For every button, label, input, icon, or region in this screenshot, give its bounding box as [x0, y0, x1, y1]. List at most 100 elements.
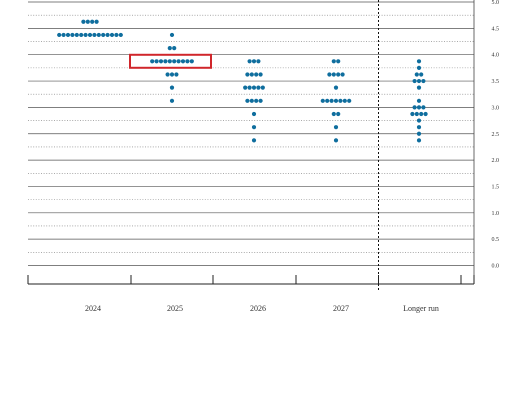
- dot: [61, 32, 66, 38]
- x-category-label: 2025: [167, 304, 183, 313]
- dot: [118, 32, 123, 38]
- x-category-label: 2027: [333, 304, 349, 313]
- dot: [333, 85, 339, 90]
- dot: [421, 105, 426, 110]
- dot: [165, 72, 170, 77]
- y-tick-label: 2.5: [492, 132, 500, 138]
- dot: [333, 138, 339, 143]
- dot: [260, 85, 265, 90]
- dot: [336, 72, 341, 77]
- dot: [169, 98, 175, 103]
- dot: [410, 111, 415, 117]
- dot: [247, 59, 252, 64]
- dot: [96, 32, 101, 38]
- y-tick-label: 4.0: [492, 53, 500, 59]
- dot: [154, 59, 159, 64]
- y-tick-label: 2.0: [492, 158, 500, 164]
- dot: [251, 111, 257, 117]
- dot: [83, 32, 88, 38]
- y-tick-label: 0.0: [492, 264, 500, 270]
- dot: [414, 72, 419, 77]
- dot: [172, 46, 177, 51]
- dot: [70, 32, 75, 38]
- dot: [342, 98, 347, 103]
- dot: [174, 72, 179, 77]
- dot: [105, 32, 110, 38]
- dot: [256, 85, 261, 90]
- dot: [249, 72, 254, 77]
- dot: [87, 32, 93, 38]
- x-category-label: 2026: [250, 304, 266, 313]
- x-category-label: Longer run: [403, 304, 439, 313]
- dot: [416, 138, 422, 143]
- dot: [338, 98, 343, 103]
- dot: [412, 78, 417, 84]
- dot: [419, 72, 424, 77]
- y-tick-label: 1.5: [492, 184, 500, 190]
- x-category-label: 2024: [85, 304, 101, 313]
- dot: [169, 72, 175, 77]
- dot: [251, 125, 257, 130]
- dot: [180, 59, 186, 64]
- y-axis-tick-labels: 0.0 0.5 1.0 1.5 2.0 2.5 3.0 3.5 4.0 4.5 5.0: [492, 0, 500, 270]
- dot: [416, 125, 422, 130]
- dot: [74, 32, 79, 38]
- y-tick-label: 3.0: [492, 105, 500, 111]
- dot: [333, 98, 339, 103]
- dot: [416, 98, 422, 103]
- dot: [416, 118, 422, 123]
- dot: [331, 111, 336, 117]
- dot: [150, 59, 155, 64]
- dot: [81, 19, 86, 24]
- dot: [331, 59, 336, 64]
- grid-lines: [28, 0, 475, 292]
- dot: [158, 59, 164, 64]
- dot: [249, 98, 254, 103]
- dot: [245, 72, 250, 77]
- y-tick-label: 1.0: [492, 211, 500, 217]
- dot: [251, 59, 257, 64]
- dot: [419, 111, 424, 117]
- dot: [421, 78, 426, 84]
- dot: [412, 105, 417, 110]
- dot: [176, 59, 181, 64]
- dot: [251, 85, 257, 90]
- x-axis-category-labels: 2024 2025 2026 2027 Longer run: [85, 304, 439, 313]
- dot-series: [57, 19, 428, 143]
- dot: [414, 111, 419, 117]
- dot: [189, 59, 194, 64]
- dot: [90, 19, 95, 24]
- dot: [65, 32, 71, 38]
- dot: [254, 72, 259, 77]
- dot: [243, 85, 248, 90]
- y-tick-label: 0.5: [492, 237, 500, 243]
- dot: [416, 131, 422, 136]
- dot: [340, 72, 345, 77]
- dot: [163, 59, 168, 64]
- dot: [336, 59, 341, 64]
- dot: [416, 78, 422, 84]
- dot: [254, 98, 259, 103]
- dot: [169, 85, 175, 90]
- dot: [336, 111, 341, 117]
- dot: [85, 19, 90, 24]
- dot: [416, 85, 422, 90]
- dot: [416, 105, 422, 110]
- dot: [416, 65, 422, 70]
- dot: [256, 59, 261, 64]
- dot: [57, 32, 62, 38]
- dot: [169, 32, 175, 38]
- dot: [247, 85, 252, 90]
- highlight-box: [129, 53, 212, 69]
- y-tick-label: 4.5: [492, 26, 500, 32]
- dot: [423, 111, 428, 117]
- dot: [109, 32, 115, 38]
- dot: [416, 59, 422, 64]
- dot: [167, 46, 172, 51]
- y-tick-label: 5.0: [492, 0, 500, 6]
- highlight-layer: [129, 53, 212, 69]
- dot: [327, 72, 332, 77]
- dot: [172, 59, 177, 64]
- dot: [94, 19, 99, 24]
